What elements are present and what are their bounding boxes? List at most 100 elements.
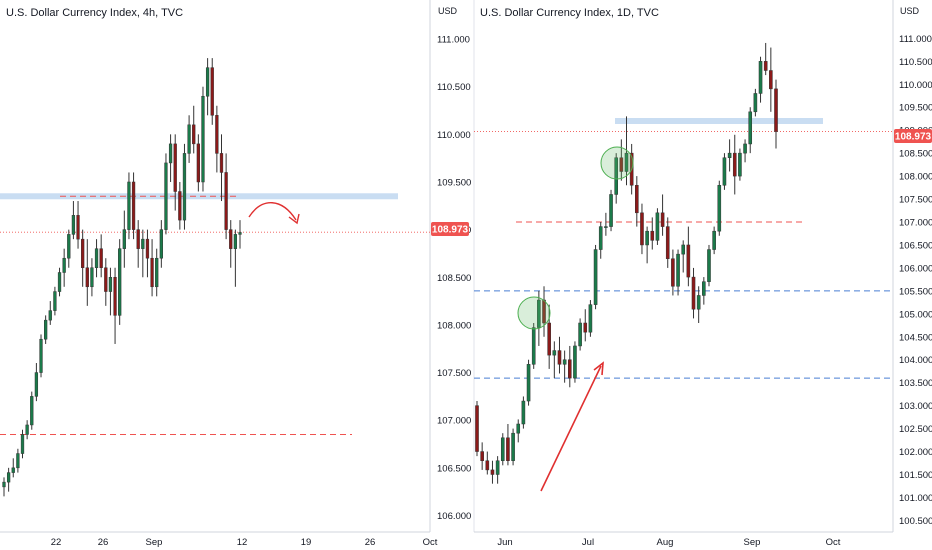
- right-candle-body: [521, 400, 526, 425]
- right-candle-body: [573, 345, 577, 379]
- left-price-tick: 108.000: [437, 320, 471, 331]
- left-candle-body: [127, 181, 131, 230]
- right-candle-body: [635, 185, 639, 214]
- right-candle-body: [686, 244, 691, 278]
- right-candle-body: [475, 405, 479, 452]
- right-time-axis[interactable]: Jun Jul Aug Sep Oct: [497, 537, 840, 548]
- left-candle-body: [122, 229, 126, 249]
- right-price-axis[interactable]: 111.000110.500110.000109.500109.000108.5…: [899, 34, 932, 527]
- right-chart-panel[interactable]: U.S. Dollar Currency Index, 1D, TVC USD …: [473, 0, 932, 548]
- right-candle-body: [691, 276, 696, 310]
- left-price-tick: 106.500: [437, 463, 471, 474]
- right-candle-body: [531, 327, 536, 365]
- right-candle-body: [753, 93, 758, 113]
- left-price-tick: 107.500: [437, 368, 471, 379]
- left-candle-body: [44, 319, 48, 340]
- right-candle-body: [676, 253, 680, 287]
- right-axis-unit: USD: [900, 6, 920, 16]
- right-price-tick: 102.000: [899, 447, 932, 458]
- left-candle-body: [196, 143, 200, 183]
- left-candle-body: [141, 238, 145, 249]
- left-last-price-tag: 108.973: [431, 222, 469, 236]
- right-trend-arrow: [540, 365, 602, 492]
- left-time-tick: 26: [98, 537, 109, 548]
- left-curved-arrowhead: [288, 213, 300, 225]
- right-price-tick: 108.000: [899, 172, 932, 183]
- right-resistance-band: [615, 118, 823, 124]
- left-candle-body: [205, 67, 210, 97]
- left-candle-body: [85, 267, 89, 288]
- right-highlight-circle: [517, 296, 551, 330]
- left-candle-body: [192, 124, 196, 145]
- right-price-tick: 104.500: [899, 332, 932, 343]
- left-candle-body: [219, 153, 224, 173]
- left-candles: [2, 58, 242, 497]
- left-annotations-overlay: [248, 202, 300, 225]
- left-candle-body: [71, 215, 76, 235]
- right-candle-body: [557, 350, 562, 365]
- left-candle-body: [150, 257, 154, 288]
- left-candle-body: [201, 95, 205, 183]
- left-candle-body: [118, 248, 122, 316]
- right-price-tick: 105.000: [899, 309, 932, 320]
- left-curved-arrow: [248, 202, 297, 221]
- left-last-price-tag-bg: [431, 222, 469, 236]
- left-candle-body: [39, 338, 43, 373]
- right-candle-body: [640, 212, 644, 246]
- right-candles: [475, 42, 778, 484]
- right-candle-body: [650, 230, 655, 241]
- right-candle-body: [588, 304, 593, 333]
- left-candle-body: [67, 234, 71, 259]
- left-candle-body: [62, 257, 66, 273]
- right-time-tick: Jul: [582, 537, 594, 548]
- left-price-tick: 106.000: [437, 511, 471, 522]
- left-candle-body: [173, 143, 177, 192]
- right-candle-body: [526, 364, 531, 402]
- left-candle-body: [20, 434, 25, 454]
- right-price-tick: 111.000: [899, 34, 932, 45]
- right-price-tick: 107.500: [899, 195, 932, 206]
- right-price-tick: 103.500: [899, 378, 932, 389]
- left-candle-body: [2, 481, 6, 488]
- right-highlight-circle: [600, 146, 634, 180]
- right-last-price-tag-bg: [894, 129, 932, 143]
- right-candle-body: [743, 143, 747, 154]
- right-chart-title: U.S. Dollar Currency Index, 1D, TVC: [480, 7, 659, 19]
- left-candle-body: [6, 472, 11, 483]
- left-time-axis[interactable]: 22 26 Sep 12 19 26 Oct: [51, 537, 438, 548]
- left-price-axis[interactable]: 111.000110.500110.000109.500109.000108.5…: [437, 35, 471, 522]
- left-candle-body: [187, 124, 191, 154]
- right-candle-body: [506, 437, 510, 461]
- left-price-tick: 110.000: [437, 130, 471, 141]
- left-resistance-band: [0, 193, 398, 200]
- right-price-tick: 106.000: [899, 263, 932, 274]
- left-candle-body: [108, 277, 113, 292]
- right-candle-body: [665, 226, 670, 259]
- right-candle-body: [722, 157, 727, 186]
- right-candle-body: [738, 152, 742, 177]
- left-candle-body: [168, 143, 173, 164]
- left-chart-panel[interactable]: U.S. Dollar Currency Index, 4h, TVC USD …: [0, 0, 471, 548]
- right-candle-body: [671, 258, 675, 287]
- right-candle-body: [567, 359, 572, 379]
- right-candle-body: [774, 88, 778, 132]
- left-price-tick: 108.500: [437, 273, 471, 284]
- left-candle-body: [238, 232, 242, 235]
- left-annotations: [0, 193, 430, 435]
- right-candle-body: [604, 226, 608, 228]
- right-candle-body: [624, 152, 629, 172]
- right-candle-body: [758, 61, 763, 94]
- left-candle-body: [99, 248, 103, 268]
- right-price-tick: 109.500: [899, 103, 932, 114]
- left-price-tick: 110.500: [437, 82, 471, 93]
- right-candle-body: [495, 460, 500, 475]
- right-last-price-value: 108.973: [895, 132, 932, 143]
- right-candle-body: [769, 70, 773, 90]
- right-candle-body: [614, 157, 618, 195]
- left-candle-body: [131, 181, 136, 230]
- left-time-tick: 19: [301, 537, 312, 548]
- right-candle-body: [681, 244, 686, 255]
- right-candle-body: [645, 230, 649, 246]
- right-candle-body: [763, 61, 768, 71]
- right-time-tick: Oct: [826, 537, 841, 548]
